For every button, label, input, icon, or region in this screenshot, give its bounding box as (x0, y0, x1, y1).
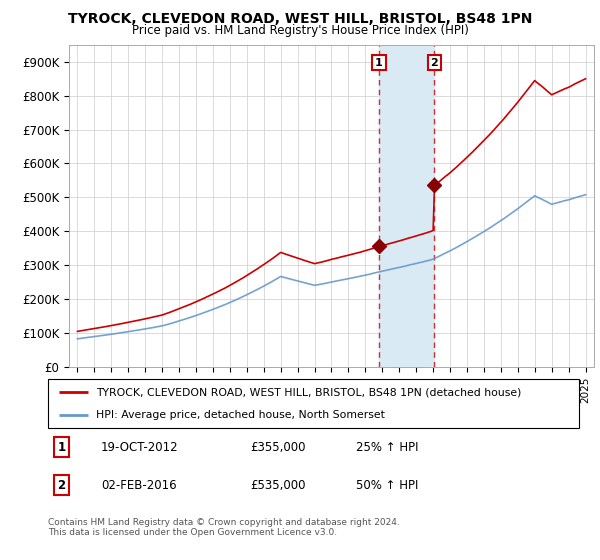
Text: TYROCK, CLEVEDON ROAD, WEST HILL, BRISTOL, BS48 1PN: TYROCK, CLEVEDON ROAD, WEST HILL, BRISTO… (68, 12, 532, 26)
Text: 2: 2 (57, 479, 65, 492)
Text: HPI: Average price, detached house, North Somerset: HPI: Average price, detached house, Nort… (96, 410, 385, 420)
Text: £355,000: £355,000 (250, 441, 305, 454)
Text: 25% ↑ HPI: 25% ↑ HPI (356, 441, 418, 454)
Text: 50% ↑ HPI: 50% ↑ HPI (356, 479, 418, 492)
FancyBboxPatch shape (48, 379, 579, 428)
Text: 1: 1 (57, 441, 65, 454)
Text: TYROCK, CLEVEDON ROAD, WEST HILL, BRISTOL, BS48 1PN (detached house): TYROCK, CLEVEDON ROAD, WEST HILL, BRISTO… (96, 388, 521, 398)
Text: 2: 2 (431, 58, 439, 68)
Text: 02-FEB-2016: 02-FEB-2016 (101, 479, 177, 492)
Text: Price paid vs. HM Land Registry's House Price Index (HPI): Price paid vs. HM Land Registry's House … (131, 24, 469, 37)
Text: 1: 1 (375, 58, 383, 68)
Text: Contains HM Land Registry data © Crown copyright and database right 2024.
This d: Contains HM Land Registry data © Crown c… (48, 518, 400, 538)
Text: £535,000: £535,000 (250, 479, 305, 492)
Text: 19-OCT-2012: 19-OCT-2012 (101, 441, 179, 454)
Bar (379, 45, 434, 367)
